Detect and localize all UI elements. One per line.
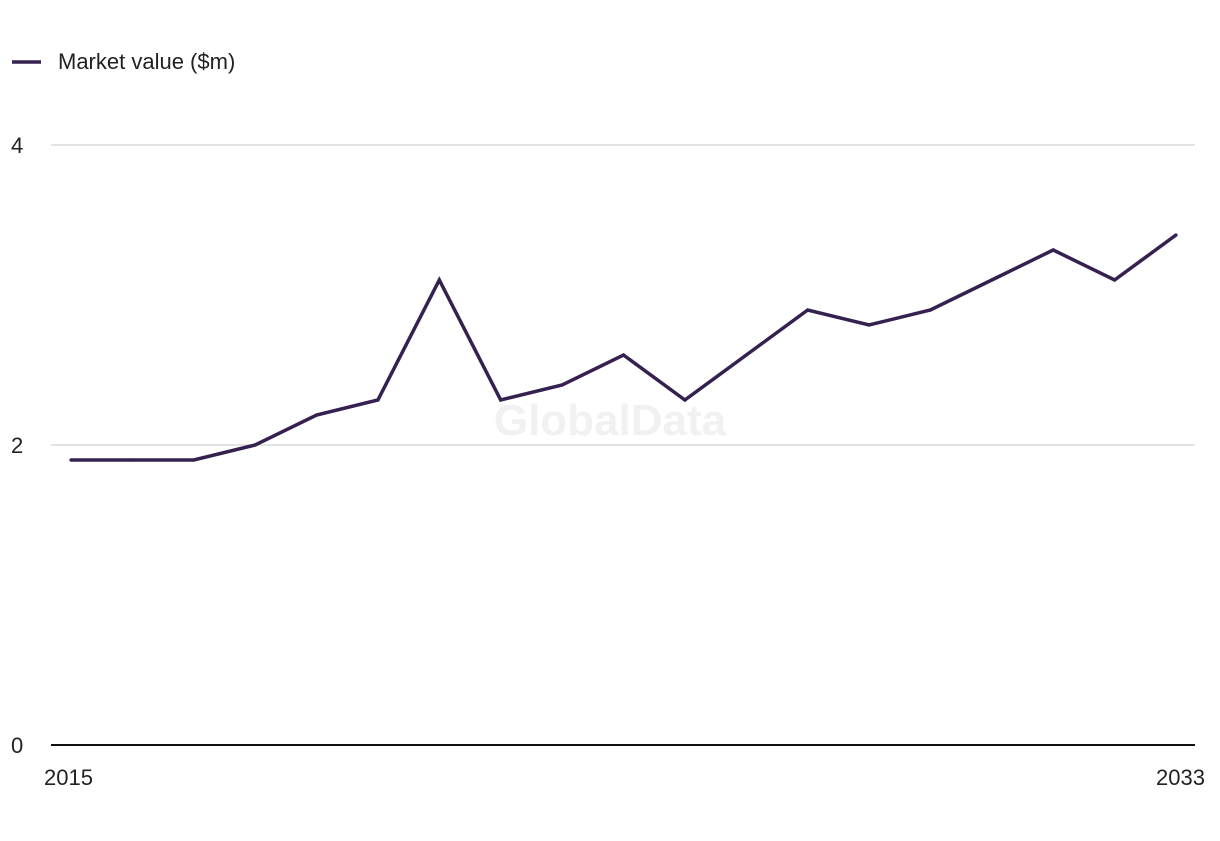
grid-lines bbox=[51, 144, 1195, 446]
data-point bbox=[314, 413, 319, 417]
data-point bbox=[69, 458, 73, 462]
data-point bbox=[253, 443, 257, 447]
y-tick-label: 0 bbox=[11, 733, 23, 758]
data-point bbox=[130, 458, 134, 462]
data-point bbox=[683, 398, 687, 402]
series-layer bbox=[69, 233, 1178, 462]
data-point bbox=[437, 278, 441, 282]
data-point bbox=[499, 398, 503, 402]
data-point bbox=[867, 323, 871, 327]
data-point bbox=[806, 308, 810, 312]
data-point bbox=[1051, 248, 1055, 252]
data-point bbox=[990, 278, 994, 282]
data-point bbox=[744, 353, 748, 357]
data-point bbox=[928, 308, 933, 312]
x-axis-tick-labels: 2015 2033 bbox=[44, 765, 1205, 790]
data-point bbox=[192, 458, 196, 462]
x-tick-label: 2015 bbox=[44, 765, 93, 790]
data-point bbox=[1113, 278, 1117, 282]
legend-label: Market value ($m) bbox=[58, 49, 235, 74]
data-point bbox=[621, 353, 626, 357]
data-point bbox=[376, 398, 380, 402]
y-axis-tick-labels: 0 2 4 bbox=[11, 133, 23, 758]
x-tick-label: 2033 bbox=[1156, 765, 1205, 790]
legend: Market value ($m) bbox=[12, 49, 235, 74]
y-tick-label: 2 bbox=[11, 433, 23, 458]
data-point bbox=[560, 383, 564, 387]
watermark-text: GlobalData bbox=[494, 396, 727, 445]
data-point bbox=[1174, 233, 1178, 237]
y-tick-label: 4 bbox=[11, 133, 23, 158]
